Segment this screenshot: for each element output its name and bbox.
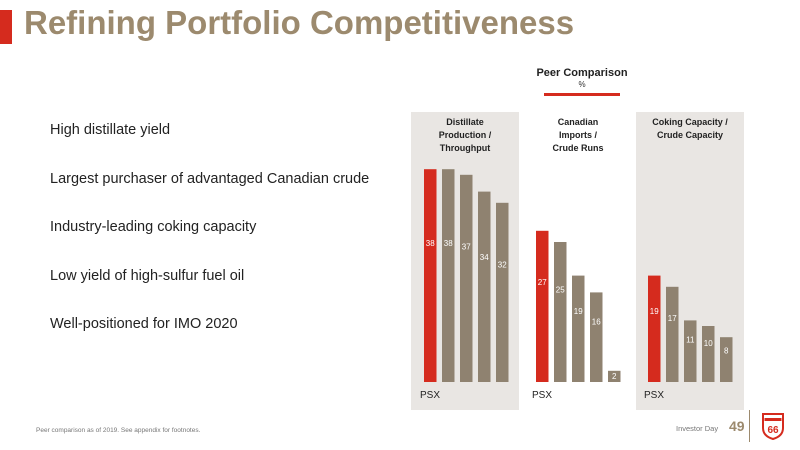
- bullet-item: Industry-leading coking capacity: [50, 219, 257, 235]
- bar-value-label: 8: [724, 346, 729, 355]
- peer-comparison-title: Peer Comparison: [536, 67, 628, 79]
- bar-peer: [572, 275, 585, 382]
- chart-title-line: Crude Runs: [552, 143, 603, 153]
- page-number: 49: [729, 418, 745, 434]
- bullet-item: High distillate yield: [50, 122, 171, 138]
- bar-peer: [554, 242, 567, 382]
- footer-note: Peer comparison as of 2019. See appendix…: [36, 427, 201, 434]
- bar-value-label: 17: [668, 314, 677, 323]
- chart-title-line: Distillate: [446, 117, 484, 127]
- psx-axis-label: PSX: [532, 390, 552, 401]
- bar-peer: [460, 174, 473, 382]
- bullet-item: Low yield of high-sulfur fuel oil: [50, 267, 245, 284]
- peer-comparison-unit: %: [578, 80, 586, 89]
- bar-value-label: 11: [686, 336, 695, 345]
- bullet-item: Largest purchaser of advantaged Canadian…: [50, 170, 370, 187]
- peer-comparison-header: Peer Comparison %: [520, 67, 644, 96]
- psx-axis-label: PSX: [644, 390, 664, 401]
- bar-value-label: 38: [444, 239, 453, 248]
- bullet-list: High distillate yield Largest purchaser …: [50, 122, 369, 365]
- chart-title-line: Canadian: [558, 117, 599, 127]
- bar-value-label: 34: [480, 253, 489, 262]
- bar-peer: [666, 286, 679, 382]
- slide-title: Refining Portfolio Competitiveness: [24, 4, 575, 41]
- peer-comparison-underline: [544, 93, 620, 96]
- bar-peer: [496, 202, 509, 382]
- bar-peer: [684, 320, 697, 382]
- chart-title-line: Imports /: [559, 130, 598, 140]
- bar-psx: [536, 230, 549, 382]
- bar-value-label: 16: [592, 318, 601, 327]
- bar-value-label: 38: [426, 239, 435, 248]
- bar-psx: [424, 169, 437, 382]
- investor-day-label: Investor Day: [676, 424, 719, 433]
- bar-value-label: 2: [612, 372, 617, 381]
- phillips-66-logo: 66: [762, 413, 784, 440]
- chart-title-line: Crude Capacity: [657, 130, 723, 140]
- bar-value-label: 10: [704, 339, 713, 348]
- bar-value-label: 37: [462, 242, 471, 251]
- chart-title-line: Production /: [439, 130, 492, 140]
- bar-peer: [442, 169, 455, 382]
- bar-value-label: 27: [538, 278, 547, 287]
- bar-value-label: 25: [556, 285, 565, 294]
- bar-peer: [608, 370, 621, 382]
- bar-value-label: 19: [650, 307, 659, 316]
- title-accent-bar: [0, 10, 12, 44]
- chart-title-line: Coking Capacity /: [652, 117, 728, 127]
- bar-peer: [720, 337, 733, 382]
- chart-title-line: Throughput: [440, 143, 490, 153]
- bar-value-label: 19: [574, 307, 583, 316]
- psx-axis-label: PSX: [420, 390, 440, 401]
- svg-text:66: 66: [767, 425, 779, 436]
- bar-peer: [590, 292, 603, 382]
- bar-value-label: 32: [498, 260, 507, 269]
- bar-peer: [478, 191, 491, 382]
- bullet-item: Well-positioned for IMO 2020: [50, 316, 238, 332]
- bar-peer: [702, 326, 715, 382]
- footer-divider: [749, 410, 750, 442]
- bar-psx: [648, 275, 661, 382]
